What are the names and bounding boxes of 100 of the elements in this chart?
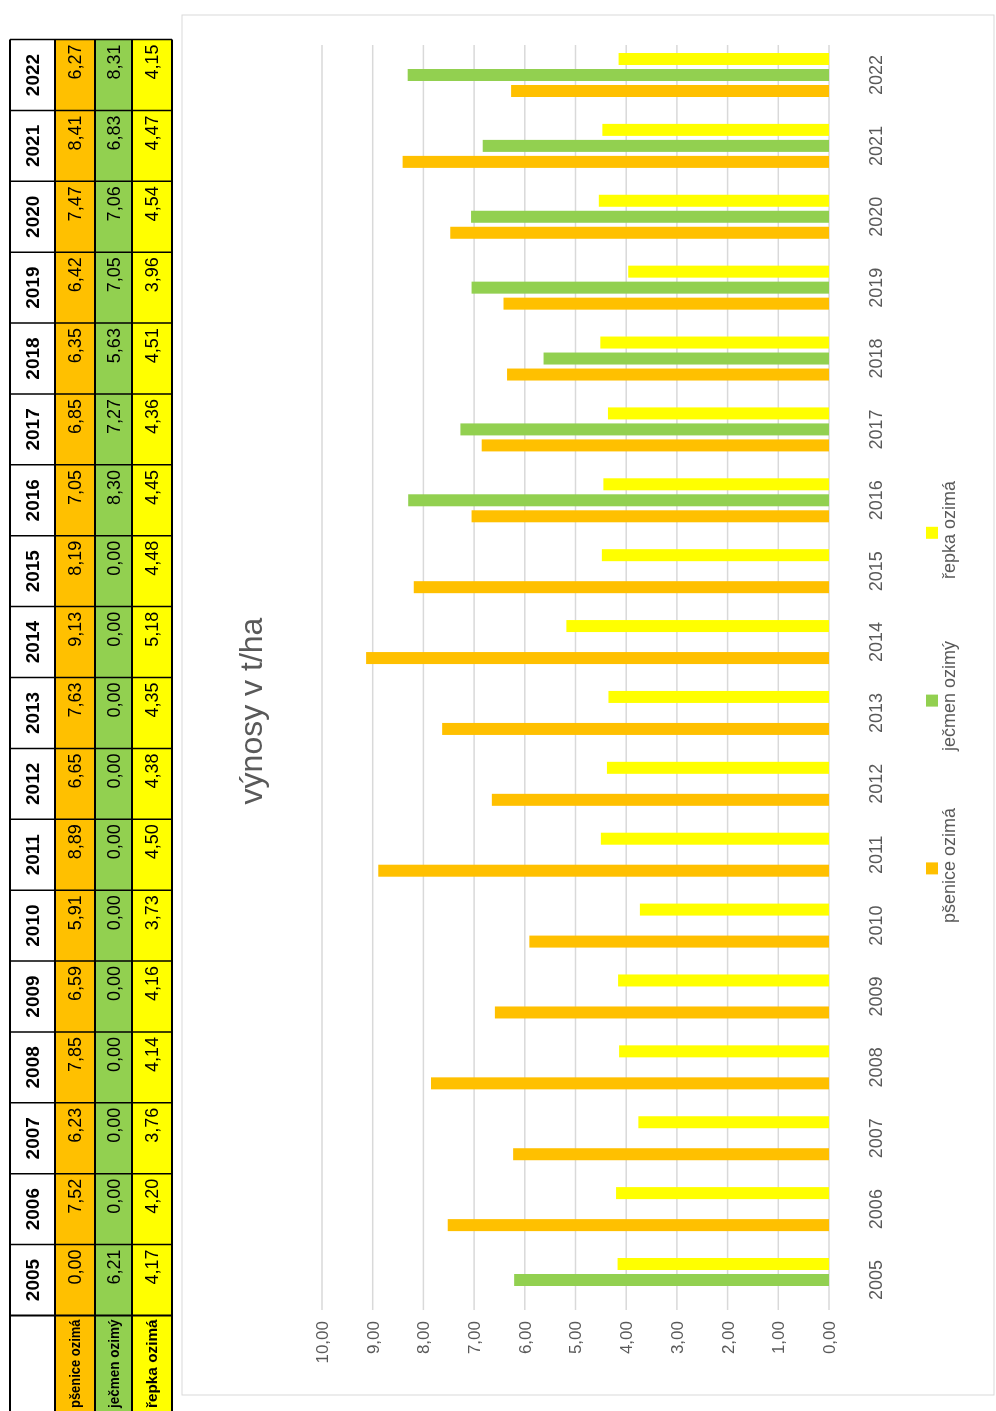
bar xyxy=(628,265,829,278)
data-label: 0,00 xyxy=(103,540,124,576)
data-label: 4,45 xyxy=(142,469,163,505)
bar xyxy=(638,1116,829,1129)
data-label: 8,41 xyxy=(65,115,86,151)
bar xyxy=(602,123,829,136)
y-tick-label: 2005 xyxy=(866,1259,886,1301)
data-label: 4,48 xyxy=(142,540,163,576)
data-label: 7,47 xyxy=(65,186,86,222)
data-label: 7,06 xyxy=(103,186,124,222)
bar xyxy=(491,793,829,806)
bar xyxy=(600,336,829,349)
data-label: 7,27 xyxy=(103,398,124,435)
legend-label: ječmen ozimý xyxy=(939,640,959,752)
y-tick-label: 2018 xyxy=(866,338,886,379)
data-label: 0,00 xyxy=(103,895,124,931)
bar xyxy=(450,226,829,239)
category-label: 2014 xyxy=(22,620,44,664)
category-label: 2016 xyxy=(22,479,44,522)
bar xyxy=(617,1258,829,1270)
bar xyxy=(507,368,829,381)
bar xyxy=(639,903,829,916)
data-label: 0,00 xyxy=(103,824,124,860)
category-label: 2010 xyxy=(22,904,44,947)
y-tick-label: 2014 xyxy=(866,622,886,663)
data-label: 5,91 xyxy=(65,895,86,931)
category-label: 2005 xyxy=(22,1258,44,1302)
category-label: 2013 xyxy=(22,691,44,735)
data-label: 9,13 xyxy=(65,611,86,647)
data-label: 7,05 xyxy=(65,469,86,505)
data-label: 3,96 xyxy=(142,257,163,293)
data-label: 0,00 xyxy=(65,1249,86,1285)
bar xyxy=(408,494,829,507)
data-label: 4,16 xyxy=(142,966,163,1002)
category-label: 2017 xyxy=(22,408,44,451)
bar xyxy=(529,935,829,948)
bar xyxy=(598,194,829,207)
y-tick-label: 2020 xyxy=(866,196,886,237)
data-label: 6,85 xyxy=(65,398,86,435)
category-label: 2015 xyxy=(22,550,44,593)
bar xyxy=(618,974,829,987)
x-tick-label: 8,00 xyxy=(414,1321,434,1355)
bar xyxy=(378,864,829,877)
data-label: 6,21 xyxy=(103,1249,124,1285)
data-label: 8,89 xyxy=(65,824,86,860)
y-tick-label: 2013 xyxy=(866,692,886,733)
bar xyxy=(511,85,829,97)
x-tick-label: 3,00 xyxy=(667,1321,687,1355)
bar xyxy=(407,69,829,81)
x-tick-label: 2,00 xyxy=(718,1321,738,1355)
data-label: 3,76 xyxy=(142,1107,163,1143)
bar xyxy=(442,722,829,735)
bar xyxy=(471,210,829,223)
bar xyxy=(471,510,829,523)
bar xyxy=(606,761,829,774)
x-tick-label: 9,00 xyxy=(363,1321,383,1355)
data-label: 0,00 xyxy=(103,682,124,718)
data-label: 7,85 xyxy=(65,1036,86,1072)
data-label: 0,00 xyxy=(103,966,124,1002)
bar xyxy=(514,1274,829,1286)
x-tick-label: 1,00 xyxy=(769,1321,789,1355)
data-label: 4,51 xyxy=(142,328,163,364)
y-tick-label: 2021 xyxy=(866,125,886,166)
y-tick-label: 2022 xyxy=(866,54,886,96)
category-label: 2007 xyxy=(22,1117,44,1160)
bar xyxy=(619,1045,829,1058)
data-label: 4,50 xyxy=(142,824,163,860)
x-tick-label: 5,00 xyxy=(566,1321,586,1355)
data-label: 3,73 xyxy=(142,895,163,931)
bar xyxy=(471,281,829,294)
data-label: 8,19 xyxy=(65,540,86,576)
x-tick-label: 0,00 xyxy=(819,1321,839,1355)
text: řepka ozimá xyxy=(143,1321,161,1408)
data-label: 0,00 xyxy=(103,1036,124,1072)
bar xyxy=(603,478,829,491)
data-label: 4,17 xyxy=(142,1249,163,1285)
category-label: 2012 xyxy=(22,762,44,805)
data-label: 4,35 xyxy=(142,682,163,718)
data-label: 7,63 xyxy=(65,682,86,718)
bar xyxy=(494,1006,829,1019)
bar xyxy=(566,620,829,633)
x-tick-label: 10,00 xyxy=(312,1321,332,1364)
data-label: 7,52 xyxy=(65,1178,86,1214)
data-label: 0,00 xyxy=(103,611,124,647)
x-tick-label: 7,00 xyxy=(465,1321,485,1355)
bar xyxy=(481,439,829,452)
data-label: 6,23 xyxy=(65,1107,86,1143)
category-label: 2018 xyxy=(22,337,44,380)
x-tick-label: 6,00 xyxy=(515,1321,535,1355)
data-label: 0,00 xyxy=(103,1107,124,1143)
category-label: 2008 xyxy=(22,1046,44,1089)
bar xyxy=(431,1077,829,1090)
y-tick-label: 2019 xyxy=(866,267,886,308)
bar xyxy=(413,581,829,594)
bar xyxy=(447,1219,829,1232)
bar xyxy=(513,1148,829,1161)
data-label: 0,00 xyxy=(103,1178,124,1214)
data-label: 4,15 xyxy=(142,44,163,80)
bar xyxy=(601,549,829,562)
y-tick-label: 2016 xyxy=(866,480,886,521)
